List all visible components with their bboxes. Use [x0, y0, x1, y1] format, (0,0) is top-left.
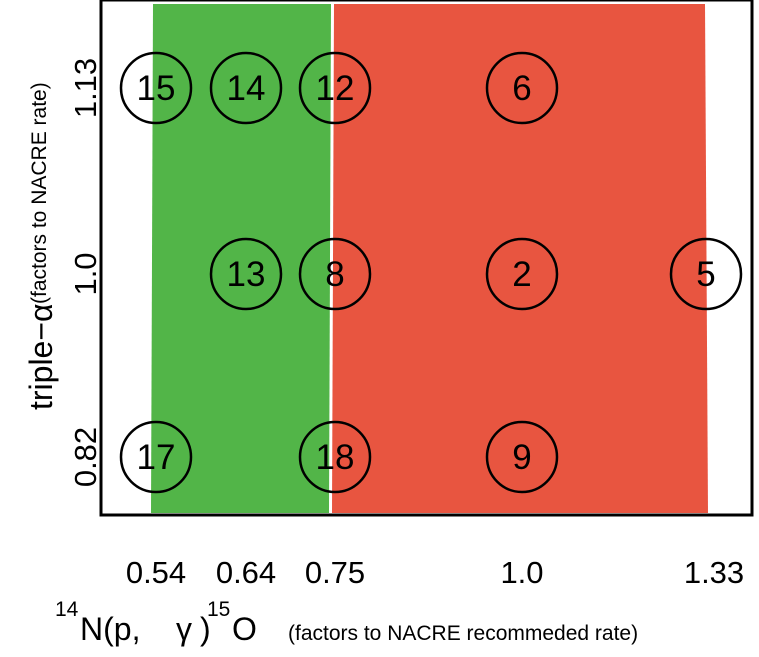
point-label: 8 [325, 255, 344, 294]
x-label-iso1: N(p, [80, 611, 140, 647]
x-label-iso2: O [232, 611, 257, 647]
point-circle [485, 237, 559, 311]
y-tick-label-1_0: 1.0 [68, 252, 103, 295]
x-label-iso1-mass: 14 [55, 598, 79, 621]
point-circle [119, 420, 193, 494]
x-axis-label: 14 N(p, γ ) 15 O (factors to NACRE recom… [55, 598, 638, 647]
point-label: 17 [137, 438, 176, 477]
region-green [151, 4, 331, 513]
point-6: 6 [485, 51, 559, 125]
point-label: 2 [512, 255, 531, 294]
point-label: 18 [316, 438, 355, 477]
x-tick-label-0_64: 0.64 [216, 555, 276, 590]
region-red [332, 4, 708, 513]
point-label: 13 [227, 255, 266, 294]
point-8: 8 [298, 237, 372, 311]
plot-frame [99, 0, 754, 517]
regions-layer [151, 4, 708, 513]
point-17: 17 [119, 420, 193, 494]
point-15: 15 [119, 51, 193, 125]
x-tick-label-1_33: 1.33 [684, 555, 744, 590]
point-circle [298, 420, 372, 494]
x-tick-label-0_75: 0.75 [305, 555, 365, 590]
point-9: 9 [485, 420, 559, 494]
point-label: 15 [137, 69, 176, 108]
y-axis-label-note: (factors to NACRE rate) [28, 82, 51, 304]
x-label-close: ) [200, 611, 211, 647]
point-5: 5 [669, 237, 743, 311]
point-circle [669, 237, 743, 311]
point-label: 6 [512, 69, 531, 108]
point-circle [209, 51, 283, 125]
y-tick-label-0_82: 0.82 [68, 427, 103, 487]
x-label-note: (factors to NACRE recommeded rate) [288, 622, 638, 645]
point-12: 12 [298, 51, 372, 125]
point-label: 9 [512, 438, 531, 477]
y-tick-labels: 0.82 1.0 1.13 [68, 58, 103, 487]
x-tick-label-0_54: 0.54 [126, 555, 186, 590]
point-circle [209, 237, 283, 311]
point-14: 14 [209, 51, 283, 125]
point-18: 18 [298, 420, 372, 494]
point-circle [298, 51, 372, 125]
point-circle [119, 51, 193, 125]
points-layer: 15 14 12 6 13 8 2 5 17 18 9 [119, 51, 743, 494]
point-circle [485, 420, 559, 494]
y-tick-label-1_13: 1.13 [68, 58, 103, 118]
point-label: 14 [227, 69, 266, 108]
point-label: 12 [316, 69, 355, 108]
point-13: 13 [209, 237, 283, 311]
point-circle [298, 237, 372, 311]
point-2: 2 [485, 237, 559, 311]
y-axis-label: triple−α (factors to NACRE rate) [23, 82, 59, 410]
x-tick-label-1_0: 1.0 [500, 555, 543, 590]
point-circle [485, 51, 559, 125]
point-label: 5 [696, 255, 715, 294]
x-label-gamma: γ [176, 611, 192, 647]
y-axis-label-main: triple−α [23, 303, 59, 410]
x-label-iso2-mass: 15 [207, 598, 230, 621]
x-tick-labels: 0.54 0.64 0.75 1.0 1.33 [126, 555, 744, 590]
